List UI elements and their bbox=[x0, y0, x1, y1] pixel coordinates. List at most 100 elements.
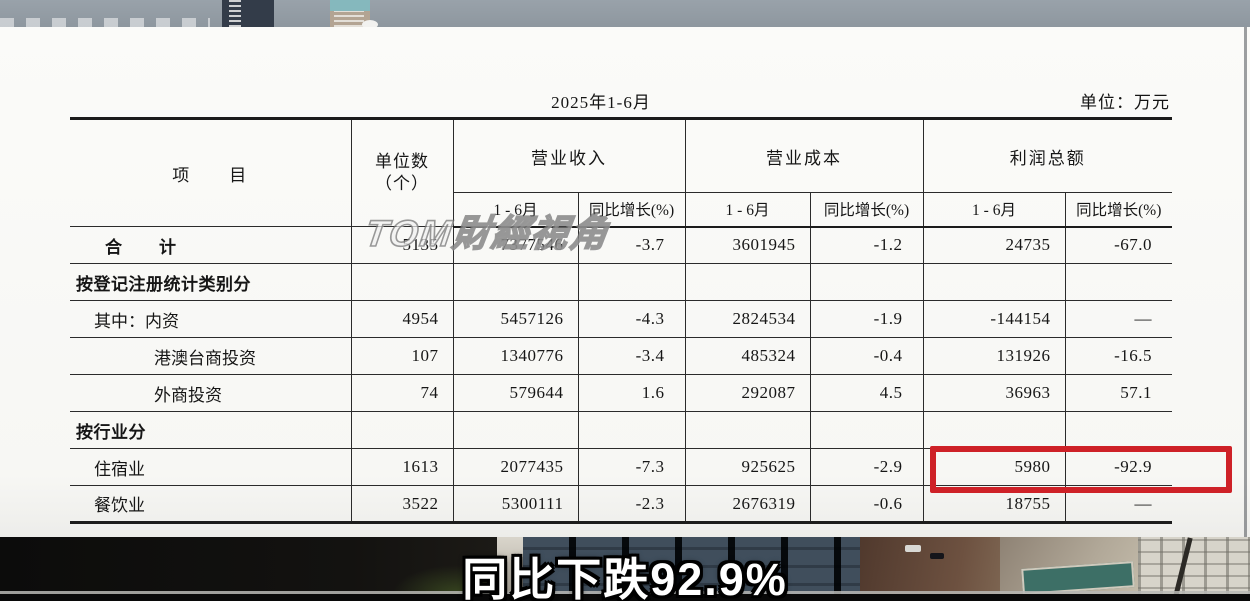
cell-cost-growth: -2.9 bbox=[809, 448, 924, 486]
row-label: 港澳台商投资 bbox=[70, 337, 352, 375]
row-by-industry-section: 按行业分 bbox=[70, 411, 1172, 449]
distant-skyline bbox=[0, 18, 210, 27]
row-label: 餐饮业 bbox=[70, 485, 352, 523]
row-hk-macao-taiwan-invest: 港澳台商投资 107 1340776 -3.4 485324 -0.4 1319… bbox=[70, 337, 1172, 375]
statistics-table: 项 目 单位数 （个） 营业收入 营业成本 利润总额 1 - 6月 同比增长(%… bbox=[70, 117, 1172, 524]
row-catering: 餐饮业 3522 5300111 -2.3 2676319 -0.6 18755… bbox=[70, 485, 1172, 523]
row-foreign-invest: 外商投资 74 579644 1.6 292087 4.5 36963 57.1 bbox=[70, 374, 1172, 412]
table-title-unit: 单位：万元 bbox=[1080, 93, 1170, 112]
cell-cost-growth bbox=[809, 263, 924, 301]
cell-revenue-amount: 5300111 bbox=[452, 485, 579, 523]
cell-cost-growth: 4.5 bbox=[809, 374, 924, 412]
bottom-dark-band bbox=[0, 594, 1250, 601]
cell-units-count: 1613 bbox=[350, 448, 454, 486]
car bbox=[905, 545, 921, 552]
skyscraper-windows bbox=[229, 0, 241, 27]
cell-revenue-growth bbox=[577, 411, 686, 449]
cell-revenue-amount bbox=[452, 263, 579, 301]
skyscraper-windows bbox=[334, 11, 364, 27]
cell-profit-growth-highlighted: -92.9 bbox=[1064, 448, 1172, 486]
cell-profit-amount: -144154 bbox=[922, 300, 1066, 338]
table-titlebar: 2025年1-6月 单位：万元 bbox=[70, 88, 1172, 112]
header-units-line1: 单位数 bbox=[375, 152, 429, 171]
header-revenue-period: 1 - 6月 bbox=[453, 192, 579, 228]
top-photo-strip bbox=[0, 0, 1250, 29]
cell-cost-growth: -1.2 bbox=[809, 226, 924, 264]
header-group-profit: 利润总额 bbox=[922, 118, 1172, 193]
cell-profit-growth: -16.5 bbox=[1064, 337, 1172, 375]
cell-profit-growth bbox=[1064, 263, 1172, 301]
row-label: 合 计 bbox=[70, 226, 352, 264]
row-label: 住宿业 bbox=[70, 448, 352, 486]
header-cost-period: 1 - 6月 bbox=[684, 192, 811, 228]
cell-profit-growth: — bbox=[1064, 300, 1172, 338]
row-by-registration-section: 按登记注册统计类别分 bbox=[70, 263, 1172, 301]
dark-skyscraper bbox=[222, 0, 274, 27]
subtitle-caption: 同比下跌92.9% bbox=[462, 554, 788, 601]
cell-revenue-growth: -3.4 bbox=[577, 337, 686, 375]
cell-revenue-growth bbox=[577, 263, 686, 301]
header-units-line2: （个） bbox=[375, 174, 429, 193]
red-highlight-box bbox=[930, 446, 1232, 493]
cell-cost-growth: -1.9 bbox=[809, 300, 924, 338]
row-total: 合 计 5135 7377546 -3.7 3601945 -1.2 24735… bbox=[70, 226, 1172, 264]
row-label: 按行业分 bbox=[70, 411, 352, 449]
cell-units-count: 4954 bbox=[350, 300, 454, 338]
header-revenue-growth: 同比增长(%) bbox=[577, 192, 686, 228]
header-profit-growth: 同比增长(%) bbox=[1064, 192, 1172, 228]
white-building-column bbox=[497, 537, 523, 601]
cell-units-count: 3522 bbox=[350, 485, 454, 523]
cell-units-count: 74 bbox=[350, 374, 454, 412]
cell-revenue-amount: 579644 bbox=[452, 374, 579, 412]
header-group-revenue: 营业收入 bbox=[452, 118, 686, 193]
cell-cost-amount bbox=[684, 411, 811, 449]
row-label: 其中：内资 bbox=[70, 300, 352, 338]
cell-revenue-growth: 1.6 bbox=[577, 374, 686, 412]
cell-cost-growth: -0.4 bbox=[809, 337, 924, 375]
cell-profit-growth bbox=[1064, 411, 1172, 449]
cell-revenue-growth: -2.3 bbox=[577, 485, 686, 523]
cell-cost-amount: 485324 bbox=[684, 337, 811, 375]
header-group-cost: 营业成本 bbox=[684, 118, 924, 193]
cell-revenue-amount bbox=[452, 411, 579, 449]
cell-cost-amount bbox=[684, 263, 811, 301]
header-item: 项 目 bbox=[70, 118, 352, 227]
cell-cost-amount: 3601945 bbox=[684, 226, 811, 264]
header-profit-period: 1 - 6月 bbox=[922, 192, 1066, 228]
bottom-photo-strip bbox=[0, 537, 1250, 601]
cell-profit-amount: 131926 bbox=[922, 337, 1066, 375]
cell-revenue-amount: 2077435 bbox=[452, 448, 579, 486]
cell-units-count: 107 bbox=[350, 337, 454, 375]
cell-units-count bbox=[350, 263, 454, 301]
cell-cost-amount: 2676319 bbox=[684, 485, 811, 523]
cell-profit-amount bbox=[922, 411, 1066, 449]
cell-revenue-growth: -4.3 bbox=[577, 300, 686, 338]
white-tower-under-construction bbox=[1138, 537, 1250, 601]
cloud-blob bbox=[362, 20, 378, 29]
row-domestic-funded: 其中：内资 4954 5457126 -4.3 2824534 -1.9 -14… bbox=[70, 300, 1172, 338]
cell-revenue-amount: 7377546 bbox=[452, 226, 579, 264]
cell-cost-growth: -0.6 bbox=[809, 485, 924, 523]
cell-revenue-amount: 1340776 bbox=[452, 337, 579, 375]
cell-profit-growth: -67.0 bbox=[1064, 226, 1172, 264]
cell-revenue-amount: 5457126 bbox=[452, 300, 579, 338]
teal-skyscraper bbox=[330, 0, 378, 29]
cell-cost-amount: 2824534 bbox=[684, 300, 811, 338]
cell-cost-growth bbox=[809, 411, 924, 449]
table-title-date: 2025年1-6月 bbox=[551, 93, 651, 112]
cell-profit-growth: 57.1 bbox=[1064, 374, 1172, 412]
skyscraper-glass-top bbox=[330, 0, 370, 11]
light-divider-line bbox=[0, 591, 1250, 594]
cell-profit-amount: 24735 bbox=[922, 226, 1066, 264]
row-label: 按登记注册统计类别分 bbox=[70, 263, 352, 301]
cell-units-count bbox=[350, 411, 454, 449]
page-right-edge bbox=[1244, 27, 1247, 537]
cell-profit-amount: 36963 bbox=[922, 374, 1066, 412]
cell-revenue-growth: -7.3 bbox=[577, 448, 686, 486]
header-cost-growth: 同比增长(%) bbox=[809, 192, 924, 228]
cell-cost-amount: 925625 bbox=[684, 448, 811, 486]
cell-profit-amount bbox=[922, 263, 1066, 301]
row-label: 外商投资 bbox=[70, 374, 352, 412]
watermark: TOM財經視角 bbox=[362, 212, 613, 255]
